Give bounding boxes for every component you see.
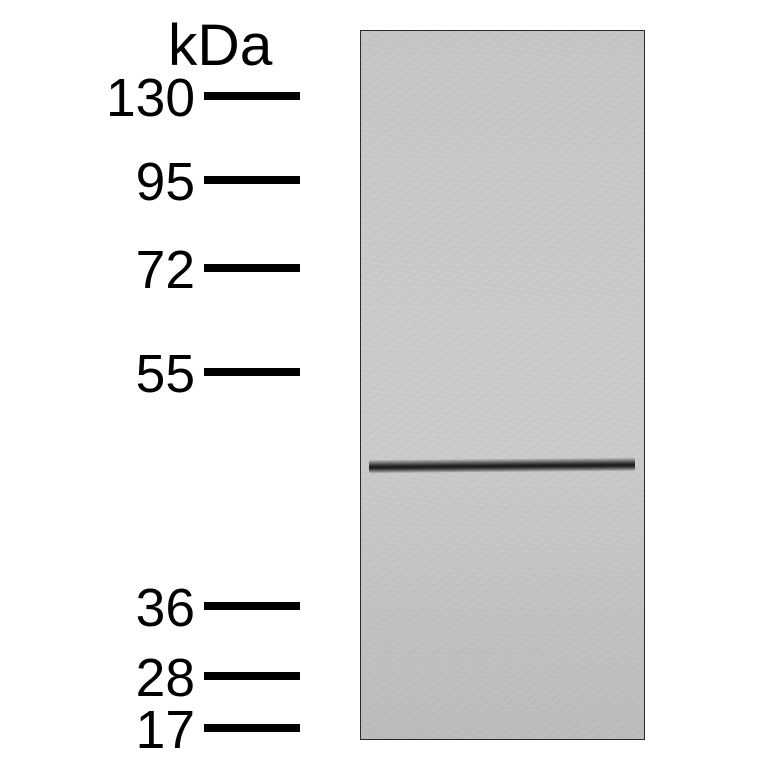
marker-label: 95 <box>136 152 195 213</box>
marker-label: 36 <box>136 578 195 639</box>
marker-tick <box>204 264 300 272</box>
marker-label: 72 <box>136 240 195 301</box>
lane-texture <box>361 31 644 739</box>
marker-label: 17 <box>136 700 195 761</box>
marker-tick <box>204 602 300 610</box>
protein-band <box>369 458 635 473</box>
blot-lane <box>360 30 645 740</box>
marker-label: 130 <box>106 68 195 129</box>
marker-tick <box>204 368 300 376</box>
marker-tick <box>204 724 300 732</box>
marker-tick <box>204 176 300 184</box>
blot-figure: kDa 130957255362817 <box>0 0 764 764</box>
marker-tick <box>204 92 300 100</box>
marker-tick <box>204 672 300 680</box>
marker-label: 55 <box>136 344 195 405</box>
